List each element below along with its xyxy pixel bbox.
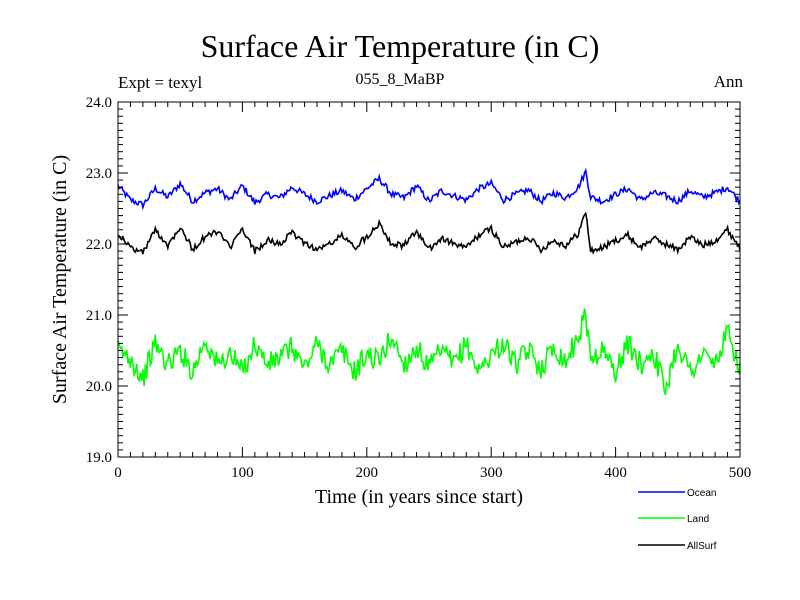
y-tick-label: 22.0 — [86, 237, 112, 253]
series-group — [117, 167, 741, 396]
x-tick-label: 400 — [604, 465, 627, 481]
axes-group: 19.0 20.0 21.0 22.0 23.0 24.0 0 100 200 300 400 500 — [86, 95, 752, 481]
y-tick-label: 20.0 — [86, 379, 112, 395]
x-tick-label: 0 — [114, 465, 122, 481]
x-axis-title: Time (in years since start) — [315, 486, 523, 508]
legend: Ocean Land AllSurf — [638, 488, 717, 552]
season-label: Ann — [713, 72, 743, 91]
y-tick-label: 19.0 — [86, 450, 112, 466]
chart-subtitle: 055_8_MaBP — [355, 71, 445, 88]
y-tick-label: 24.0 — [86, 95, 112, 111]
series-line-land — [117, 308, 741, 396]
x-tick-label: 300 — [480, 465, 503, 481]
y-tick-label: 23.0 — [86, 166, 112, 182]
series-line-allsurf — [117, 211, 741, 256]
series-line-ocean — [117, 167, 741, 211]
x-tick-label: 500 — [729, 465, 752, 481]
chart-title: Surface Air Temperature (in C) — [200, 28, 600, 64]
y-tick-label: 21.0 — [86, 308, 112, 324]
y-axis-title: Surface Air Temperature (in C) — [49, 155, 71, 404]
x-tick-label: 200 — [356, 465, 379, 481]
experiment-label: Expt = texyl — [118, 73, 203, 92]
x-tick-label: 100 — [231, 465, 254, 481]
legend-label-ocean: Ocean — [687, 488, 716, 499]
legend-label-allsurf: AllSurf — [687, 541, 717, 552]
plot-frame — [117, 101, 741, 458]
legend-label-land: Land — [687, 514, 709, 525]
